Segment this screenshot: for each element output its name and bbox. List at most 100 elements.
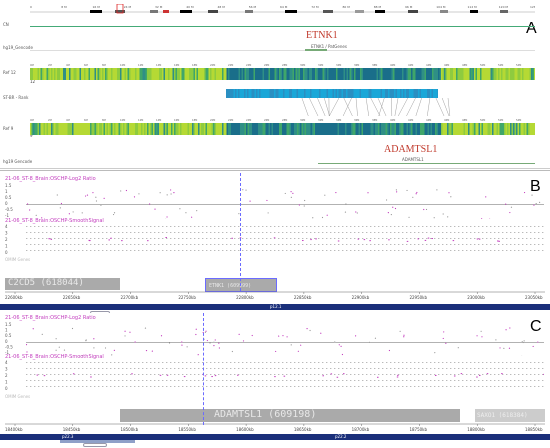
region-cell: [388, 89, 390, 98]
signal-dot: [174, 226, 176, 227]
heatmap-cell: [156, 123, 158, 135]
heatmap-cell: [354, 123, 356, 135]
heatmap-cell: [501, 123, 503, 135]
data-point: [93, 338, 95, 340]
ref-top-heatmap[interactable]: 0M 2M 4M 6M 8M 10M 12M 14M 16M 18M 20M 22M 24M 26M 28M…: [30, 60, 535, 82]
heatmap-cell: [406, 123, 409, 135]
signal-dot: [134, 250, 136, 251]
data-point: [443, 331, 445, 333]
etnk1-gene-mark[interactable]: [305, 49, 327, 51]
heatmap-cell: [76, 123, 79, 135]
heatmap-cell: [340, 123, 343, 135]
signal-dot: [482, 362, 484, 363]
heatmap-cell: [228, 68, 230, 80]
signal-dot: [446, 374, 448, 375]
signal-dot: [486, 238, 488, 239]
signal-dot: [398, 380, 400, 381]
signal-dot: [158, 362, 160, 363]
signal-dot: [522, 386, 524, 387]
heatmap-cell: [273, 123, 275, 135]
signal-dot: [166, 232, 168, 233]
signal-dot: [358, 374, 360, 375]
signal-mark: [310, 239, 312, 241]
data-point: [275, 350, 277, 353]
heatmap-cell: [501, 68, 503, 80]
c-smooth-plot[interactable]: [26, 359, 544, 393]
heatmap-cell: [31, 68, 34, 80]
heatmap-cell: [354, 68, 356, 80]
ideogram-tick-label: 48 M: [218, 5, 226, 9]
signal-dot: [442, 374, 444, 375]
track-name-cn: CN: [3, 22, 9, 27]
heatmap-cell: [123, 68, 125, 80]
signal-dot: [278, 244, 280, 245]
ideogram-tick-label: 64 M: [280, 5, 288, 9]
signal-dot: [62, 226, 64, 227]
b-gene-c2cd5[interactable]: C2CD5 (618044): [5, 278, 120, 290]
heatmap-cell: [337, 68, 340, 80]
signal-dot: [146, 226, 148, 227]
c-gene-saxo1[interactable]: SAXO1 (618384): [475, 409, 545, 422]
signal-dot: [182, 250, 184, 251]
b-log2-plot[interactable]: [26, 181, 544, 219]
heatmap-cell: [94, 123, 97, 135]
heatmap-cell: [210, 68, 212, 80]
data-point: [537, 341, 539, 343]
b-dashed-cursor[interactable]: [240, 173, 242, 291]
signal-dot: [498, 362, 500, 363]
axis-tick-label: 18550kb: [178, 427, 196, 432]
heatmap-tick-label: 46M: [444, 63, 449, 67]
c-gene-adamtsl1[interactable]: ADAMTSL1 (609198): [120, 409, 460, 422]
signal-dot: [206, 232, 208, 233]
signal-dot: [490, 244, 492, 245]
c-dashed-cursor[interactable]: [203, 313, 205, 425]
heatmap-cell: [261, 123, 263, 135]
signal-dot: [418, 386, 420, 387]
signal-dot: [390, 386, 392, 387]
heatmap-cell: [393, 68, 395, 80]
heatmap-cell: [256, 123, 259, 135]
heatmap-tick-label: 12M: [138, 63, 143, 67]
region-cell: [433, 89, 435, 98]
signal-dot: [498, 250, 500, 251]
signal-dot: [422, 232, 424, 233]
signal-dot: [406, 362, 408, 363]
region-cell: [329, 89, 332, 98]
signal-dot: [374, 250, 376, 251]
heatmap-cell: [61, 123, 64, 135]
signal-dot: [238, 380, 240, 381]
c-scroll-handle[interactable]: [83, 443, 107, 447]
signal-dot: [62, 380, 64, 381]
signal-mark: [388, 239, 390, 241]
heatmap-cell: [370, 68, 373, 80]
heatmap-cell: [402, 123, 404, 135]
signal-dot: [510, 362, 512, 363]
signal-dot: [334, 244, 336, 245]
b-smooth-plot[interactable]: [26, 223, 544, 257]
signal-dot: [314, 244, 316, 245]
signal-dot: [466, 362, 468, 363]
signal-dot: [206, 226, 208, 227]
signal-dot: [282, 244, 284, 245]
heatmap-cell: [162, 123, 164, 135]
region-bar[interactable]: [226, 89, 438, 98]
signal-dot: [426, 374, 428, 375]
ref-bottom-heatmap[interactable]: 0M 2M 4M 6M 8M 10M 12M 14M 16M 18M 20M 22M 24M 26M 28M…: [30, 115, 535, 137]
heatmap-cell: [361, 123, 364, 135]
signal-dot: [402, 238, 404, 239]
heatmap-cell: [507, 123, 509, 135]
heatmap-cell: [240, 68, 242, 80]
heatmap-cell: [267, 123, 269, 135]
c-log2-plot[interactable]: [26, 320, 544, 356]
c-chrom-bar[interactable]: p22.3 p22.2: [0, 434, 550, 440]
signal-dot: [162, 362, 164, 363]
heatmap-cell: [429, 68, 431, 80]
heatmap-cell: [343, 68, 346, 80]
b-gene-etnk1[interactable]: ETNK1 (609999): [205, 278, 277, 292]
heatmap-cell: [349, 123, 352, 135]
heatmap-cell: [403, 123, 406, 135]
signal-mark: [336, 376, 339, 378]
b-chrom-bar[interactable]: p12.1: [0, 304, 550, 310]
signal-dot: [78, 238, 80, 239]
